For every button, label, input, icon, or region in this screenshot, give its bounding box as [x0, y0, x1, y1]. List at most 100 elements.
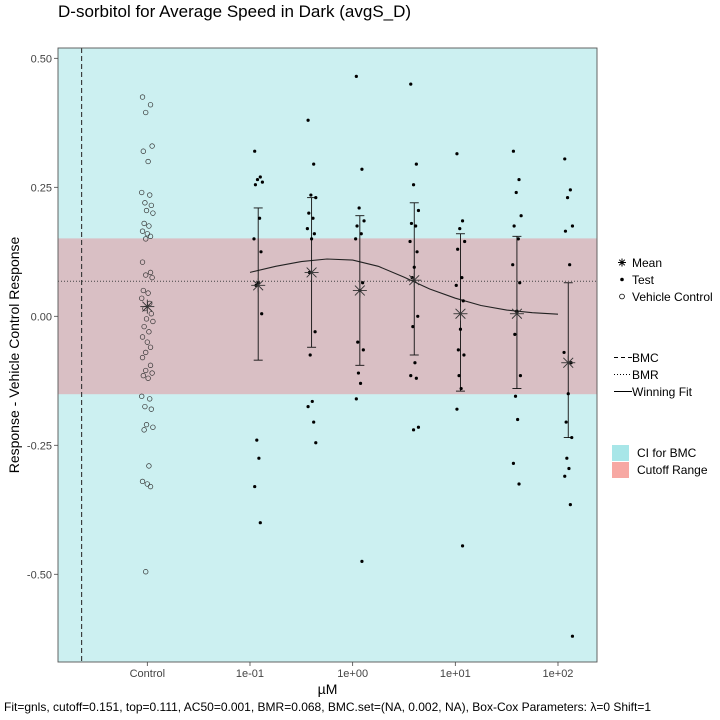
test-point [570, 634, 575, 638]
fit-legend-icon [614, 391, 632, 392]
mean-stroke [306, 267, 317, 278]
test-point [360, 167, 364, 171]
test-point [567, 466, 571, 471]
vehicle-point [143, 316, 150, 322]
vehicle-point [139, 334, 146, 340]
test-point [458, 327, 463, 331]
test-point [310, 399, 314, 404]
test-point [252, 237, 256, 241]
reference-lines [58, 48, 597, 662]
test-point [570, 435, 574, 440]
test-point [253, 484, 257, 489]
vehicle-point [143, 207, 150, 214]
vehicle-point [143, 367, 149, 374]
test-point [359, 232, 363, 236]
test-point [354, 74, 358, 78]
legend-fit-label: Winning Fit [632, 384, 693, 399]
mean-marker [453, 306, 468, 321]
test-point [253, 183, 257, 187]
test-point [518, 374, 523, 378]
test-point [358, 381, 363, 385]
test-point [514, 190, 518, 195]
vehicle-point [149, 274, 155, 281]
vehicle-point [147, 233, 154, 239]
mean-marker [509, 306, 524, 321]
test-point [408, 239, 412, 244]
test-point [411, 183, 416, 187]
mean-stroke [409, 274, 420, 286]
y-tick-label: -0.25 [27, 440, 52, 452]
test-point [354, 397, 358, 401]
lines-legend: BMC BMR Winning Fit [612, 349, 692, 400]
bmc-legend-icon [614, 357, 632, 358]
test-point [308, 353, 312, 357]
vehicle-legend-icon [619, 293, 625, 300]
x-tick-label: 1e-01 [236, 668, 264, 680]
winning-fit [249, 258, 559, 315]
y-tick-label: 0.00 [31, 311, 52, 323]
bmr-legend-icon [614, 374, 632, 375]
vehicle-point [147, 192, 153, 198]
test-point [563, 474, 567, 478]
legend-ci-label: CI for BMC [637, 445, 697, 460]
vehicle-point [150, 318, 156, 325]
test-point [511, 149, 516, 153]
vehicle-point [143, 109, 149, 116]
vehicle-point [149, 143, 155, 149]
vehicle-point [148, 311, 154, 317]
test-point [313, 330, 317, 334]
test-point [416, 208, 421, 213]
test-point [411, 325, 415, 329]
test-point [416, 314, 420, 318]
vehicle-point [150, 424, 156, 430]
vehicle-point [143, 272, 149, 278]
test-point [463, 239, 467, 244]
panel-frame [57, 47, 598, 663]
legend-bmr: BMR [612, 366, 692, 383]
vehicle-point [147, 396, 153, 402]
x-axis-label: µM [318, 681, 338, 697]
test-point [414, 162, 418, 166]
test-point [355, 224, 359, 228]
vehicle-point [144, 481, 150, 487]
vehicle-point [145, 290, 151, 296]
test-point [354, 237, 358, 241]
legend-bmr-label: BMR [632, 367, 659, 382]
vehicle-point [139, 478, 146, 485]
test-point [357, 206, 361, 210]
y-axis-label: Response - Vehicle Control Response [6, 236, 22, 473]
vehicle-point [142, 200, 148, 206]
fit-curve [249, 258, 559, 315]
test-point [309, 237, 314, 241]
test-point [312, 232, 316, 236]
test-point [409, 374, 413, 378]
vehicle-point [146, 463, 152, 469]
vehicle-point [145, 375, 151, 381]
vehicle-point [148, 406, 154, 412]
legend-test: Test [612, 271, 713, 288]
test-points [252, 74, 575, 638]
test-point [360, 559, 364, 563]
mean-stroke [511, 308, 523, 319]
y-tick-label: 0.25 [31, 182, 52, 194]
test-point [259, 250, 263, 254]
test-point [519, 214, 523, 218]
mean-marker [352, 283, 367, 298]
mean-markers [140, 265, 576, 370]
vehicle-point [144, 339, 150, 345]
chart-plot: 0.50 0.25 0.00 -0.25 -0.50 Control 1e-01 1e+00 1… [6, 47, 598, 697]
vehicle-point [139, 295, 145, 301]
test-point [414, 224, 418, 228]
test-point [258, 521, 262, 525]
test-point [414, 376, 418, 380]
test-point [255, 177, 260, 182]
test-point [306, 118, 310, 122]
test-point [305, 226, 309, 231]
test-point [362, 219, 366, 223]
x-tick-label: 1e+00 [337, 668, 368, 680]
fit-summary: Fit=gnls, cutoff=0.151, top=0.111, AC50=… [4, 700, 652, 714]
test-point [312, 162, 316, 166]
legend-bmc: BMC [612, 349, 692, 366]
vehicle-point [150, 210, 156, 216]
mean-marker [561, 355, 576, 370]
